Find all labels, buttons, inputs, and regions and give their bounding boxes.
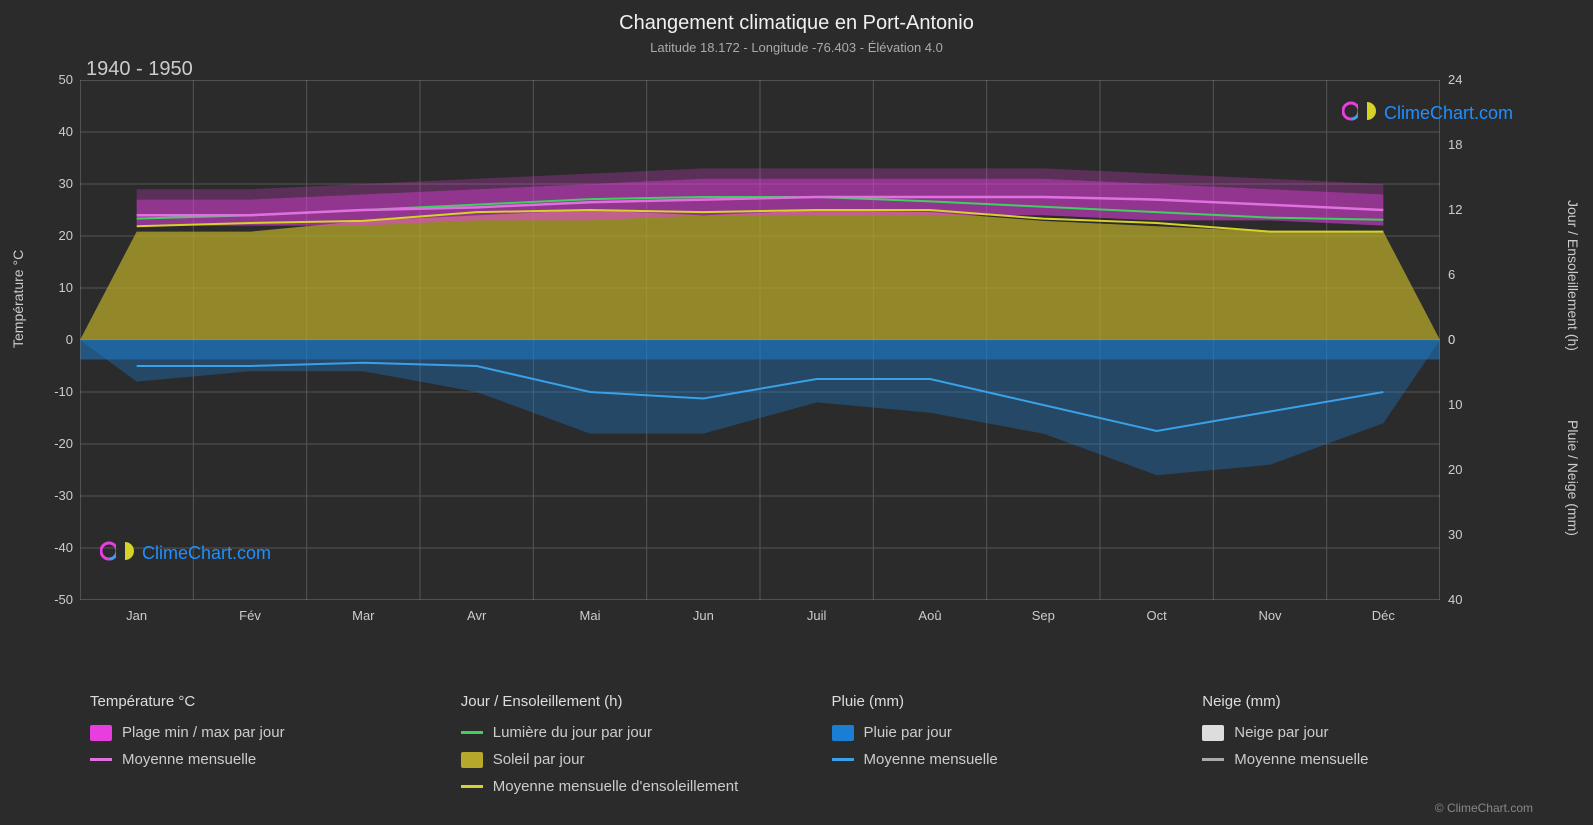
x-tick: Aoû <box>910 608 950 623</box>
watermark-text: ClimeChart.com <box>142 543 271 564</box>
x-tick: Juil <box>797 608 837 623</box>
legend-swatch <box>90 725 112 741</box>
legend-item: Lumière du jour par jour <box>461 724 792 741</box>
legend-item-label: Moyenne mensuelle <box>1234 751 1368 768</box>
y-right-top-tick: 6 <box>1448 267 1455 282</box>
x-tick: Nov <box>1250 608 1290 623</box>
y-right-bottom-tick: 20 <box>1448 462 1462 477</box>
legend-item: Moyenne mensuelle d'ensoleillement <box>461 778 792 795</box>
legend-item-label: Neige par jour <box>1234 724 1328 741</box>
chart-subtitle: Latitude 18.172 - Longitude -76.403 - Él… <box>650 40 943 55</box>
legend-item: Moyenne mensuelle <box>1202 751 1533 768</box>
y-left-tick: 50 <box>38 72 73 87</box>
x-tick: Avr <box>457 608 497 623</box>
legend-item: Moyenne mensuelle <box>90 751 421 768</box>
legend-item-label: Pluie par jour <box>864 724 952 741</box>
legend-column: Neige (mm) Neige par jour Moyenne mensuell… <box>1202 693 1533 805</box>
watermark-text: ClimeChart.com <box>1384 103 1513 124</box>
x-tick: Oct <box>1137 608 1177 623</box>
legend-column-title: Pluie (mm) <box>832 693 1163 710</box>
x-tick: Sep <box>1023 608 1063 623</box>
legend-item-label: Moyenne mensuelle <box>864 751 998 768</box>
logo-icon <box>1342 100 1378 127</box>
legend-item: Plage min / max par jour <box>90 724 421 741</box>
y-right-bottom-tick: 40 <box>1448 592 1462 607</box>
legend-item: Moyenne mensuelle <box>832 751 1163 768</box>
legend-line <box>832 758 854 761</box>
legend-column-title: Jour / Ensoleillement (h) <box>461 693 792 710</box>
y-right-bottom-tick: 30 <box>1448 527 1462 542</box>
chart-plot-area <box>80 80 1440 600</box>
x-tick: Jun <box>683 608 723 623</box>
legend-item-label: Soleil par jour <box>493 751 585 768</box>
y-right-bottom-tick: 0 <box>1448 332 1455 347</box>
x-tick: Fév <box>230 608 270 623</box>
legend-item: Neige par jour <box>1202 724 1533 741</box>
x-tick: Déc <box>1363 608 1403 623</box>
x-tick: Mar <box>343 608 383 623</box>
chart-title: Changement climatique en Port-Antonio <box>619 12 974 35</box>
y-left-tick: -40 <box>38 540 73 555</box>
watermark-bottom: ClimeChart.com <box>100 540 271 567</box>
y-left-tick: -20 <box>38 436 73 451</box>
legend-column: Jour / Ensoleillement (h) Lumière du jour… <box>461 693 792 805</box>
legend-item-label: Lumière du jour par jour <box>493 724 652 741</box>
y-left-tick: -10 <box>38 384 73 399</box>
legend-line <box>461 731 483 734</box>
chart-svg <box>80 80 1440 600</box>
chart-legend: Température °C Plage min / max par jour Mo… <box>90 693 1533 805</box>
legend-line <box>461 785 483 788</box>
legend-swatch <box>1202 725 1224 741</box>
y-right-top-tick: 18 <box>1448 137 1462 152</box>
legend-column: Pluie (mm) Pluie par jour Moyenne mensuell… <box>832 693 1163 805</box>
y-right-bottom-tick: 10 <box>1448 397 1462 412</box>
y-axis-right-bottom-label: Pluie / Neige (mm) <box>1565 420 1581 536</box>
y-axis-right-top-label: Jour / Ensoleillement (h) <box>1565 200 1581 351</box>
legend-item: Soleil par jour <box>461 751 792 768</box>
legend-item-label: Plage min / max par jour <box>122 724 285 741</box>
y-right-top-tick: 24 <box>1448 72 1462 87</box>
legend-item-label: Moyenne mensuelle d'ensoleillement <box>493 778 739 795</box>
copyright-text: © ClimeChart.com <box>1435 801 1533 815</box>
y-left-tick: -50 <box>38 592 73 607</box>
y-left-tick: -30 <box>38 488 73 503</box>
logo-icon <box>100 540 136 567</box>
x-tick: Mai <box>570 608 610 623</box>
legend-column-title: Neige (mm) <box>1202 693 1533 710</box>
y-axis-left-label: Température °C <box>10 250 26 348</box>
watermark-top: ClimeChart.com <box>1342 100 1513 127</box>
y-left-tick: 30 <box>38 176 73 191</box>
legend-item: Pluie par jour <box>832 724 1163 741</box>
y-right-top-tick: 12 <box>1448 202 1462 217</box>
y-left-tick: 40 <box>38 124 73 139</box>
legend-line <box>90 758 112 761</box>
legend-swatch <box>832 725 854 741</box>
legend-column-title: Température °C <box>90 693 421 710</box>
y-left-tick: 0 <box>38 332 73 347</box>
legend-swatch <box>461 752 483 768</box>
y-left-tick: 10 <box>38 280 73 295</box>
legend-line <box>1202 758 1224 761</box>
y-left-tick: 20 <box>38 228 73 243</box>
legend-column: Température °C Plage min / max par jour Mo… <box>90 693 421 805</box>
year-range-label: 1940 - 1950 <box>86 58 193 81</box>
legend-item-label: Moyenne mensuelle <box>122 751 256 768</box>
x-tick: Jan <box>117 608 157 623</box>
